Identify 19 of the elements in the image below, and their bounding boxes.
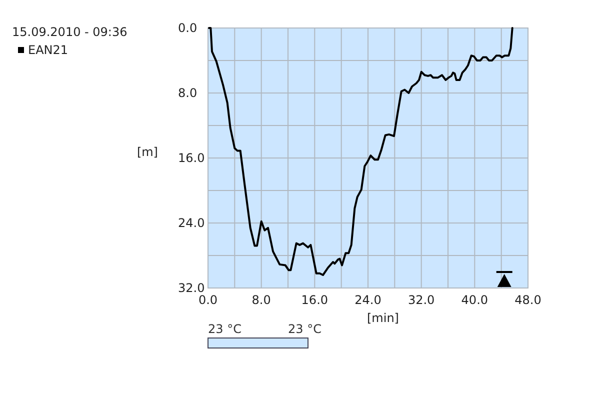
- x-tick-label: 24.0: [354, 293, 382, 307]
- y-tick-label: 24.0: [178, 216, 205, 230]
- line-series: [208, 27, 514, 276]
- x-axis-title: [min]: [367, 311, 399, 325]
- x-tick-label: 32.0: [408, 293, 435, 307]
- x-tick-label: 16.0: [301, 293, 328, 307]
- text: 23 °C: [288, 322, 322, 336]
- y-tick-label: 0.0: [178, 21, 198, 35]
- text: 23 °C: [208, 322, 242, 336]
- y-tick-label: 8.0: [178, 86, 198, 100]
- x-tick-label: 48.0: [514, 293, 542, 307]
- x-tick-label: 8.0: [252, 293, 271, 307]
- y-axis-title: [m]: [136, 145, 158, 159]
- text: 15.09.2010 - 09:36: [12, 25, 128, 39]
- legend-label: EAN21: [28, 43, 68, 57]
- x-tick-label: 0.0: [198, 293, 218, 307]
- x-tick-label: 40.0: [461, 293, 488, 307]
- y-tick-label: 32.0: [178, 281, 205, 295]
- y-tick-label: 16.0: [178, 151, 205, 165]
